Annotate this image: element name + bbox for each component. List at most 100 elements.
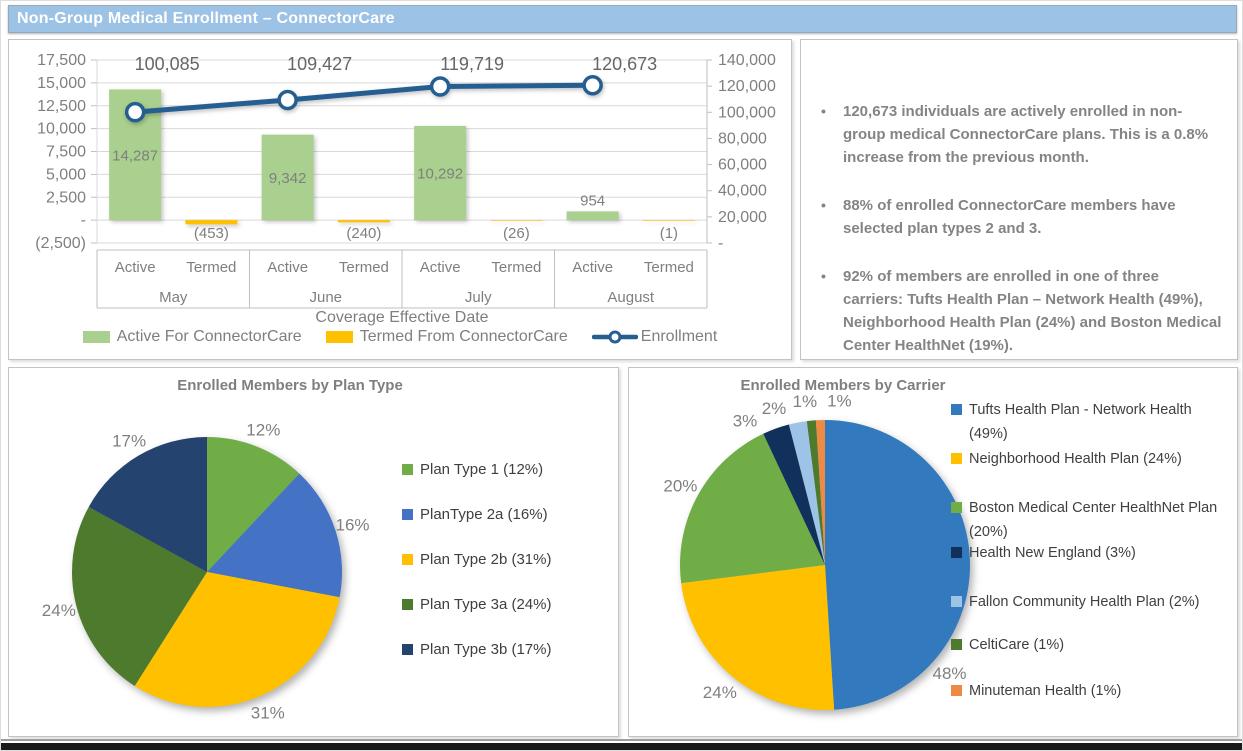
pie-slice [680,433,825,584]
category-label: Active [115,259,156,276]
page-title: Non-Group Medical Enrollment – Connector… [17,10,395,27]
right-axis-tick-label: - [718,235,723,252]
legend-swatch [951,685,962,696]
enrollment-combo-chart: 17,500 15,000 12,500 10,000 7,500 5,000 2,500 -… [35,52,776,326]
active-bar [261,134,314,221]
legend-marker [608,330,622,344]
legend-item: Enrollment [591,328,718,346]
legend-label: Plan Type 2b (31%) [420,551,552,568]
right-axis-tick-label: 120,000 [718,78,776,95]
legend-item: Plan Type 1 (12%) [402,458,543,482]
legend-swatch [951,502,962,513]
left-axis-tick-label: 10,000 [37,121,86,138]
pie-slice [825,420,970,710]
legend-item: Health New England (3%) [951,541,1136,565]
pie-slice [681,565,835,710]
combo-chart-legend: Active For ConnectorCare Termed From Conn… [9,328,791,346]
legend-label: Active For ConnectorCare [116,328,302,345]
enrollment-line [132,82,596,115]
left-axis-tick-label: - [81,212,86,229]
termed-value-label: (453) [194,225,229,242]
carrier-panel: Enrolled Members by Carrier 48% 24% 20% 3% 2… [628,367,1238,737]
pie-slice [72,506,207,686]
enrollment-marker [582,75,603,96]
legend-item: PlanType 2a (16%) [402,503,548,527]
right-axis-tick-label: 20,000 [718,209,767,226]
bar-value-label: 14,287 [112,147,158,164]
left-axis-tick-label: 7,500 [46,144,86,161]
legend-swatch [951,404,962,415]
legend-swatch [951,596,962,607]
legend-item: Tufts Health Plan - Network Health (49%) [951,398,1231,446]
carrier-legend: Tufts Health Plan - Network Health (49%)… [951,368,1231,736]
legend-item: Plan Type 3a (24%) [402,593,551,617]
pie-percent-label: 17% [112,431,146,450]
pie-percent-label: 31% [251,703,285,722]
category-label: Active [267,259,308,276]
pie-slice [134,572,340,707]
pie-percent-label: 12% [246,421,280,440]
pie-slice [207,437,300,572]
axis-title: Coverage Effective Date [315,309,488,326]
plan-type-legend: Plan Type 1 (12%) PlanType 2a (16%) Plan T… [402,368,614,736]
legend-item: Plan Type 2b (31%) [402,548,551,572]
legend-item: Active For ConnectorCare [82,328,302,346]
active-bar [566,211,619,221]
left-axis-tick-label: 2,500 [46,189,86,206]
summary-panel: 120,673 individuals are actively enrolle… [800,39,1238,360]
bullet-item: 92% of members are enrolled in one of th… [814,265,1222,357]
legend-label: Enrollment [640,328,718,345]
enrollment-value-label: 120,673 [592,54,657,74]
enrollment-marker [429,76,451,97]
right-axis-tick-label: 60,000 [718,157,767,174]
legend-swatch [402,554,413,565]
termed-value-label: (26) [503,225,530,242]
left-axis-tick-label: 5,000 [46,166,86,183]
pie-slice [207,473,342,598]
legend-item: Plan Type 3b (17%) [402,638,551,662]
month-label: July [465,289,492,306]
category-label: Termed [491,259,541,276]
enrollment-line-swatch [591,330,638,344]
legend-label: Fallon Community Health Plan (2%) [969,594,1200,610]
legend-swatch [951,547,962,558]
enrollment-marker [277,89,298,111]
legend-label: PlanType 2a (16%) [420,506,548,523]
month-label: August [607,289,655,306]
left-axis-tick-label: 17,500 [37,52,86,69]
legend-label: CeltiCare (1%) [969,637,1065,653]
slide-bottom-gap [1,742,1242,743]
legend-item: Minuteman Health (1%) [951,679,1121,703]
legend-swatch [402,464,413,475]
pie-percent-label: 16% [335,516,369,535]
termed-bar [490,220,543,221]
legend-label: Plan Type 3a (24%) [420,596,552,613]
termed-bar [642,220,695,221]
plan-type-chart-title: Enrolled Members by Plan Type [177,377,403,394]
month-label: May [159,289,188,306]
category-label: Active [572,259,613,276]
legend-label: Neighborhood Health Plan (24%) [969,451,1182,467]
right-axis-tick-label: 40,000 [718,183,767,200]
enrollment-chart-panel: 17,500 15,000 12,500 10,000 7,500 5,000 2,500 -… [8,39,792,360]
enrollment-value-label: 109,427 [287,54,352,74]
enrollment-value-label: 119,719 [440,54,504,74]
legend-label: Boston Medical Center HealthNet Plan (20… [969,500,1218,540]
pie-percent-label: 48% [933,664,967,683]
month-label: June [309,289,342,306]
termed-value-label: (1) [660,225,678,242]
legend-label: Minuteman Health (1%) [969,683,1122,699]
pie-percent-label: 1% [793,392,818,411]
left-axis-tick-label: 12,500 [37,98,86,115]
pie-percent-label: 2% [762,399,787,418]
legend-item: Boston Medical Center HealthNet Plan (20… [951,496,1231,544]
legend-swatch [402,644,413,655]
plan-type-pie-chart: 12% 16% 31% 24% 17% [42,421,370,723]
pie-slice [788,421,825,565]
left-axis-tick-label: 15,000 [37,75,86,92]
legend-label: Termed From ConnectorCare [359,328,568,345]
plan-type-panel: Enrolled Members by Plan Type 12% 16% 31% 2… [8,367,619,737]
category-label: Active [420,259,461,276]
pie-group [680,420,970,710]
carrier-pie-chart: 48% 24% 20% 3%2% 1% 1% [663,392,970,710]
